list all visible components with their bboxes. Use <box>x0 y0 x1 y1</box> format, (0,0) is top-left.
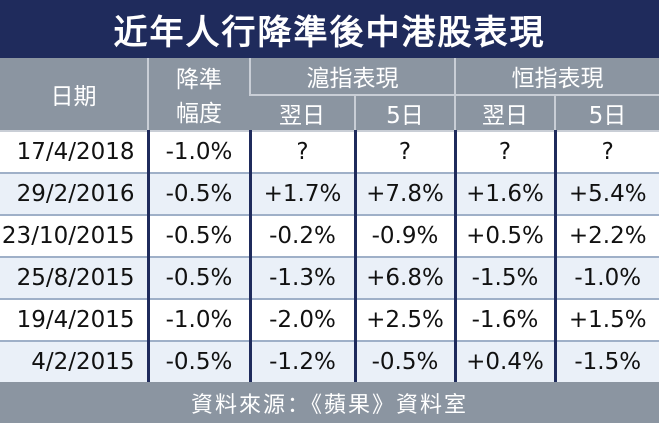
table-cell: -0.5% <box>353 341 455 384</box>
table-cell: ? <box>248 131 355 174</box>
table-cell: -0.9% <box>353 215 455 258</box>
table-cell: ? <box>453 131 555 174</box>
table-cell: -1.5% <box>553 341 659 384</box>
header-cell: 降準 幅度 <box>147 58 250 132</box>
table-cell: +2.2% <box>553 215 659 258</box>
table-row: 4/2/2015 -0.5% -1.2% -0.5% +0.4% -1.5% <box>0 341 659 384</box>
table-cell: +0.4% <box>453 341 555 384</box>
title: 近年人行降準後中港股表現 <box>0 0 659 58</box>
table-body: 17/4/2018 -1.0%???? 29/2/2016 -0.5% +1.7% +7.… <box>0 131 659 384</box>
table-cell: +0.5% <box>453 215 555 258</box>
table-cell: -1.3% <box>248 257 355 300</box>
table-cell: -0.5% <box>146 215 250 258</box>
table-cell: -0.5% <box>146 341 250 384</box>
subheader: 5日 <box>354 95 455 132</box>
table-row: 29/2/2016 -0.5% +1.7% +7.8% +1.6% +5.4% <box>0 173 659 216</box>
subheader: 5日 <box>554 95 659 132</box>
table-cell: 17/4/2018 <box>0 131 148 174</box>
table-cell: ? <box>553 131 659 174</box>
table-cell: +2.5% <box>353 299 455 342</box>
table-row: 19/4/2015 -1.0% -2.0% +2.5% -1.6% +1.5% <box>0 299 659 342</box>
table-cell: -0.2% <box>248 215 355 258</box>
table-cell: +6.8% <box>353 257 455 300</box>
table-cell: -1.5% <box>453 257 555 300</box>
table-cell: +1.5% <box>553 299 659 342</box>
header-line: 降準 <box>176 67 222 93</box>
table-cell: -1.2% <box>248 341 355 384</box>
table-row: 25/8/2015 -0.5% -1.3% +6.8% -1.5% -1.0% <box>0 257 659 300</box>
source: 資料來源：《蘋果》資料室 <box>0 382 659 423</box>
table-cell: -1.0% <box>146 299 250 342</box>
table-cell: +7.8% <box>353 173 455 216</box>
group-header: 恒指表現 <box>454 58 659 96</box>
table-cell: +1.6% <box>453 173 555 216</box>
table-cell: 19/4/2015 <box>0 299 148 342</box>
table-cell: -1.6% <box>453 299 555 342</box>
table-row: 23/10/2015 -0.5% -0.2% -0.9% +0.5% +2.2% <box>0 215 659 258</box>
header-cell: 日期 <box>0 58 148 132</box>
table-cell: +1.7% <box>248 173 355 216</box>
table-cell: 29/2/2016 <box>0 173 148 216</box>
table-cell: ? <box>353 131 455 174</box>
table-cell: 25/8/2015 <box>0 257 148 300</box>
subheader: 翌日 <box>454 95 555 132</box>
table: 日期 降準 幅度 滬指表現 恒指表現 翌日 5日 翌日 5日 17/4/2018-… <box>0 58 659 384</box>
table-cell: -1.0% <box>146 131 250 174</box>
table-row: 17/4/2018 -1.0%???? <box>0 131 659 174</box>
table-cell: 23/10/2015 <box>0 215 148 258</box>
table-cell: -2.0% <box>248 299 355 342</box>
table-cell: +5.4% <box>553 173 659 216</box>
header-line: 幅度 <box>176 101 222 127</box>
subheader: 翌日 <box>250 95 355 132</box>
table-cell: 4/2/2015 <box>0 341 148 384</box>
table-cell: -1.0% <box>553 257 659 300</box>
table-cell: -0.5% <box>146 173 250 216</box>
group-header: 滬指表現 <box>249 58 455 96</box>
table-cell: -0.5% <box>146 257 250 300</box>
